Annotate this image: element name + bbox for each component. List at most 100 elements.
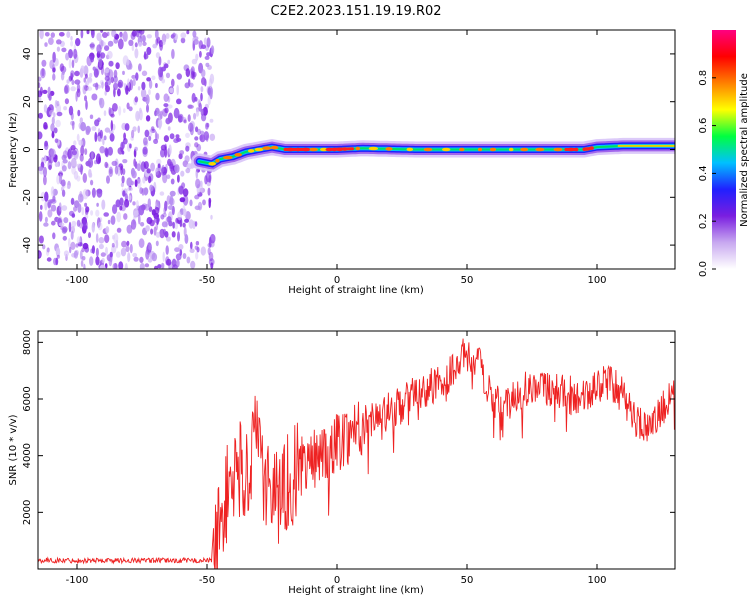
noise-blob	[195, 178, 201, 189]
snr-panel: -100 -50 0 50 100 2000 4000 6000 8000 Height of…	[8, 330, 676, 596]
noise-blob	[89, 114, 94, 120]
noise-blob	[100, 52, 106, 59]
x-tick-label: -100	[66, 275, 89, 286]
noise-blob	[56, 39, 62, 45]
noise-blob	[85, 209, 89, 215]
noise-blob	[47, 159, 53, 171]
noise-blob	[56, 111, 63, 117]
noise-blob	[96, 44, 102, 54]
noise-blob	[106, 175, 110, 184]
noise-blob	[153, 226, 157, 236]
colorbar-label: Normalized spectral amplitude	[739, 73, 750, 227]
noise-blob	[171, 78, 175, 87]
noise-blob	[165, 163, 168, 174]
noise-blob	[122, 159, 128, 164]
noise-blob	[185, 211, 191, 221]
noise-blob	[138, 238, 145, 249]
y-tick-label: 0	[22, 146, 33, 152]
noise-blob	[81, 255, 86, 261]
noise-blob	[176, 98, 182, 105]
noise-blob	[85, 125, 91, 134]
noise-blob	[101, 199, 106, 210]
noise-blob	[38, 235, 44, 244]
noise-blob	[139, 30, 143, 39]
noise-blob	[71, 220, 77, 228]
noise-blob	[101, 81, 104, 89]
noise-blob	[115, 62, 120, 70]
noise-blob	[108, 60, 114, 67]
noise-blob	[203, 37, 207, 45]
noise-blob	[151, 75, 156, 81]
noise-blob	[76, 88, 81, 98]
noise-blob	[182, 253, 187, 259]
noise-blob	[52, 67, 56, 73]
y-tick-label: -40	[22, 237, 33, 253]
noise-blob	[48, 37, 54, 45]
noise-blob	[96, 32, 102, 42]
noise-blob	[120, 182, 124, 188]
noise-blob	[194, 136, 199, 141]
noise-blob	[100, 30, 103, 33]
noise-blob	[173, 107, 180, 119]
noise-blob	[108, 166, 114, 178]
noise-blob	[99, 129, 104, 139]
noise-blob	[137, 125, 140, 134]
noise-blob	[154, 206, 160, 215]
noise-blob	[190, 70, 195, 80]
colorbar-ticks: 0.0 0.2 0.4 0.6 0.8	[698, 70, 716, 277]
noise-blob	[63, 217, 69, 224]
noise-blob	[112, 263, 118, 269]
noise-blob	[158, 40, 163, 48]
noise-blob	[165, 236, 171, 242]
noise-blob	[157, 163, 161, 169]
noise-blob	[149, 219, 155, 227]
noise-blob	[109, 251, 113, 258]
noise-blob	[171, 48, 175, 60]
noise-blob	[131, 74, 136, 79]
noise-blob	[72, 150, 77, 156]
noise-blob	[195, 251, 199, 260]
noise-blob	[124, 263, 128, 269]
noise-blob	[104, 161, 108, 169]
noise-blob	[159, 191, 165, 196]
noise-blob	[80, 65, 85, 73]
noise-blob	[51, 116, 55, 125]
noise-blob	[161, 78, 166, 84]
noise-blob	[154, 265, 158, 269]
noise-blob	[178, 185, 184, 195]
noise-blob	[155, 83, 158, 88]
noise-blob	[170, 178, 175, 185]
noise-blob	[61, 205, 68, 211]
noise-blob	[82, 188, 89, 200]
noise-blob	[126, 224, 133, 234]
noise-blob	[50, 123, 55, 132]
noise-blob	[70, 70, 75, 78]
noise-blob	[122, 168, 126, 176]
noise-blob	[104, 45, 110, 51]
noise-blob	[62, 226, 68, 233]
noise-blob	[156, 133, 160, 140]
noise-blob	[135, 200, 139, 210]
noise-blob	[163, 63, 169, 69]
noise-blob	[169, 133, 175, 140]
noise-blob	[58, 202, 62, 212]
noise-blob	[186, 30, 190, 35]
noise-blob	[50, 204, 57, 212]
noise-blob	[104, 127, 111, 133]
noise-blob	[71, 120, 75, 131]
noise-blob	[175, 253, 182, 261]
noise-blob	[136, 163, 141, 172]
noise-blob	[52, 73, 56, 81]
noise-blob	[131, 30, 137, 37]
noise-blob	[115, 251, 121, 258]
noise-blob	[121, 150, 125, 155]
noise-blob	[61, 47, 67, 53]
noise-blob	[104, 81, 108, 89]
noise-blob	[137, 86, 141, 91]
snr-frame	[37, 330, 676, 570]
noise-blob	[148, 89, 151, 96]
noise-blob	[43, 104, 48, 113]
noise-blob	[184, 82, 190, 89]
noise-blob	[82, 219, 87, 231]
noise-blob	[50, 32, 55, 38]
